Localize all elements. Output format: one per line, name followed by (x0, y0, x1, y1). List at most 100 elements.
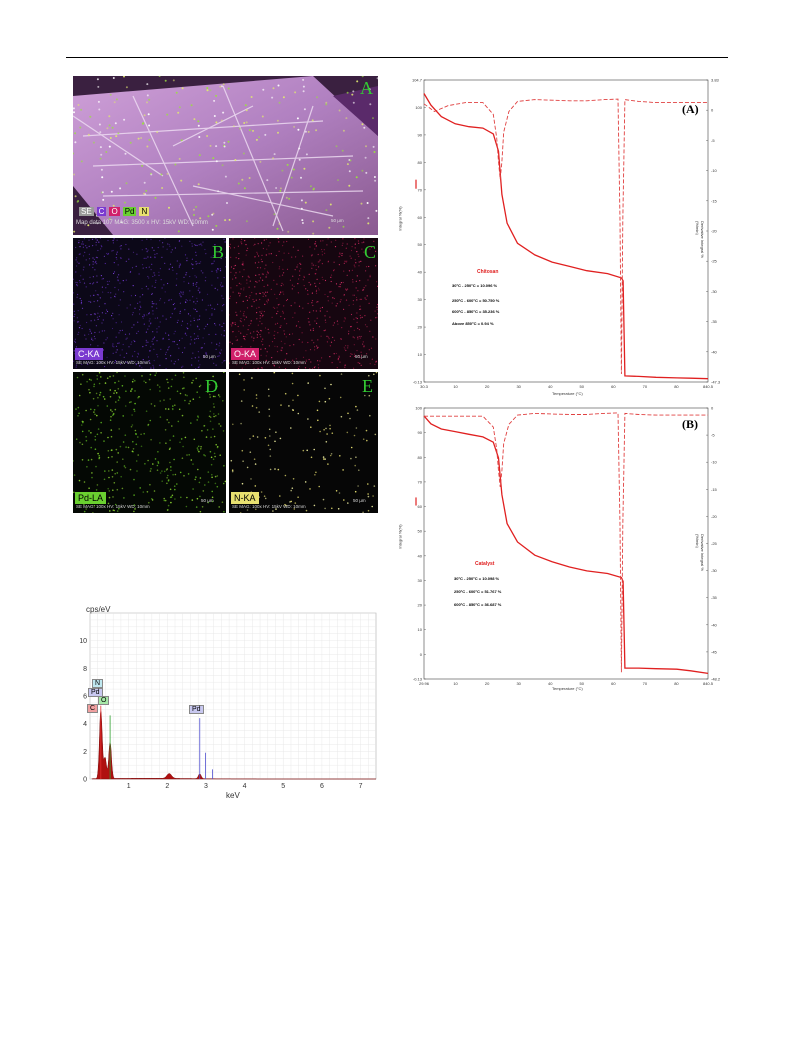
map-dot (324, 293, 326, 296)
x-tick-label: 1 (127, 783, 131, 790)
map-dot (333, 269, 335, 271)
map-dot (324, 400, 327, 403)
map-dot (96, 275, 98, 277)
map-dot (177, 359, 179, 361)
map-dot (250, 478, 252, 480)
map-dot (212, 403, 215, 405)
map-dot (340, 338, 342, 340)
map-dot (335, 239, 337, 241)
map-dot (375, 361, 377, 363)
map-dot (107, 239, 109, 242)
map-dot (107, 436, 109, 439)
map-dot (309, 246, 311, 248)
map-dot (239, 320, 241, 322)
map-dot (88, 253, 90, 255)
meta-a-2: HV: 15kV (151, 220, 177, 226)
map-dot (134, 380, 136, 382)
map-dot (300, 199, 303, 202)
map-dot (152, 331, 154, 333)
map-dot (368, 265, 370, 268)
map-dot (113, 392, 115, 394)
y-tick-label: 0 (83, 777, 87, 784)
map-dot (126, 337, 128, 339)
map-dot (317, 301, 319, 303)
map-dot (291, 256, 293, 258)
map-dot (82, 246, 84, 248)
map-dot (317, 261, 319, 263)
map-dot (284, 392, 287, 395)
map-dot (128, 258, 130, 260)
map-dot (116, 258, 118, 260)
map-dot (203, 425, 205, 427)
map-dot (196, 497, 199, 500)
x-tick-label: 50 (580, 384, 585, 389)
map-dot (186, 323, 189, 325)
map-dot (106, 337, 108, 339)
map-dot (284, 333, 286, 335)
map-dot (153, 272, 155, 274)
map-dot (145, 248, 147, 250)
map-dot (201, 299, 203, 301)
map-dot (266, 291, 268, 293)
map-dot (74, 340, 76, 342)
map-dot (239, 512, 242, 513)
map-dot (278, 101, 281, 104)
map-dot (265, 264, 267, 266)
map-dot (113, 272, 115, 275)
map-dot (346, 274, 348, 276)
map-dot (94, 413, 96, 416)
left-tick-label: 100 (415, 105, 422, 110)
map-dot (341, 244, 343, 246)
map-dot (243, 389, 245, 391)
map-dot (117, 132, 120, 135)
map-dot (229, 247, 232, 249)
map-dot (100, 248, 102, 250)
map-dot (147, 424, 149, 427)
map-dot (213, 362, 215, 364)
map-dot (93, 411, 95, 413)
map-dot (101, 278, 103, 280)
tag-c-ka: C-KA (75, 348, 103, 360)
map-dot (179, 264, 181, 266)
map-dot (123, 497, 125, 499)
element-legend: SE C O Pd N (79, 207, 150, 216)
map-dot (375, 209, 378, 212)
map-dot (314, 366, 316, 368)
map-dot (278, 366, 280, 368)
map-dot (152, 275, 154, 278)
map-dot (153, 336, 156, 338)
map-dot (112, 496, 114, 498)
map-dot (111, 410, 113, 413)
map-dot (353, 344, 355, 346)
map-dot (367, 483, 369, 485)
map-dot (114, 360, 117, 362)
map-dot (274, 345, 276, 347)
map-dot (170, 469, 172, 472)
map-dot (153, 249, 155, 251)
map-dot (175, 91, 178, 94)
map-dot (185, 299, 187, 301)
map-dot (145, 285, 147, 287)
map-dot (254, 238, 256, 239)
y-tick-label: 4 (83, 721, 87, 728)
map-dot (244, 315, 246, 317)
map-dot (75, 366, 77, 368)
map-dot (107, 283, 109, 285)
legend-o: O (109, 207, 120, 216)
map-dot (261, 316, 263, 318)
map-dot (82, 269, 84, 271)
map-dot (355, 287, 357, 289)
map-dot (259, 333, 261, 336)
map-dot (372, 145, 375, 148)
map-dot (171, 378, 173, 381)
map-dot (137, 330, 139, 332)
map-dot (141, 122, 144, 125)
map-dot (360, 202, 363, 205)
map-dot (164, 499, 167, 502)
map-dot (366, 202, 369, 204)
map-dot (337, 508, 340, 510)
map-dot (225, 266, 226, 268)
map-dot (88, 361, 90, 363)
map-dot (179, 392, 182, 395)
map-dot (170, 501, 172, 504)
